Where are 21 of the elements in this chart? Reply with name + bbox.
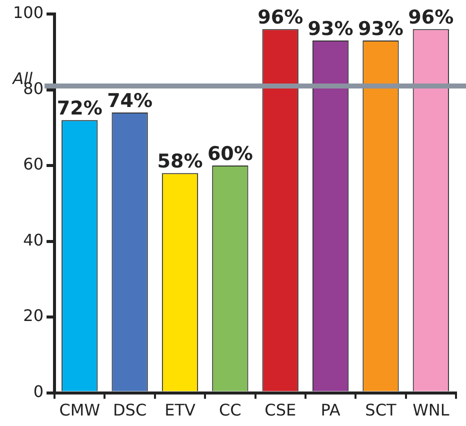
data-label: 93% <box>358 18 404 40</box>
data-label: 74% <box>107 90 153 112</box>
x-tick-label: ETV <box>164 400 196 420</box>
data-label: 93% <box>308 18 354 40</box>
y-tick-label: 40 <box>23 230 44 250</box>
data-label: 60% <box>207 142 253 165</box>
data-label: 58% <box>157 150 203 173</box>
x-tick-label: DSC <box>112 400 147 420</box>
x-tick-label: SCT <box>365 400 396 420</box>
data-label: 96% <box>408 6 454 29</box>
x-tick-label: WNL <box>412 400 450 420</box>
data-label: 96% <box>258 6 304 29</box>
y-tick-label: 20 <box>23 306 44 326</box>
x-tick-label: CMW <box>59 400 100 420</box>
x-tick-label: CSE <box>264 400 296 420</box>
x-tick-label: CC <box>219 400 242 420</box>
y-tick-label: 100 <box>12 3 44 22</box>
data-label: 72% <box>56 98 102 120</box>
y-tick-label: 60 <box>23 154 44 174</box>
x-tick-label: PA <box>320 400 340 420</box>
y-tick-label: 0 <box>33 382 44 401</box>
